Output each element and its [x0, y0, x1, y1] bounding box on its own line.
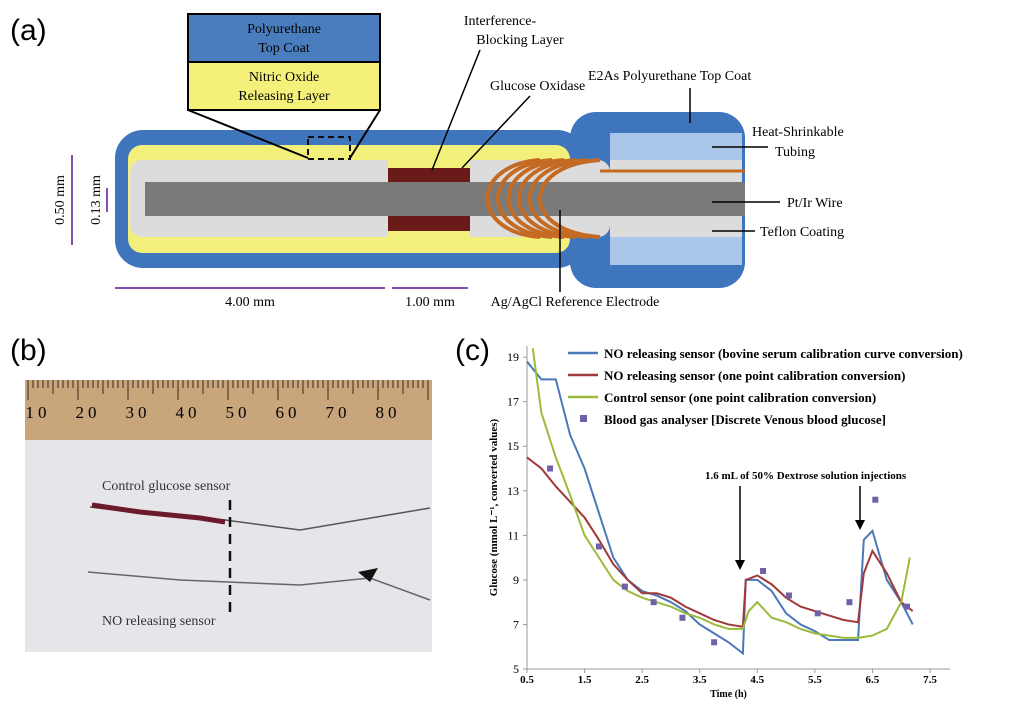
ruler-labels: 10 20 30 40 50 60 70 80: [26, 403, 401, 422]
ruler-label: 80: [376, 403, 401, 422]
ruler-label: 30: [126, 403, 151, 422]
x-tick-label: 4.5: [750, 674, 764, 686]
panel-label: (c): [455, 334, 490, 367]
point: [785, 592, 792, 599]
y-tick-label: 5: [513, 662, 519, 676]
ruler-label: 50: [226, 403, 251, 422]
legend-entry: Blood gas analyser [Discrete Venous bloo…: [604, 412, 886, 427]
ruler-label: 10: [26, 403, 51, 422]
label: Polyurethane: [247, 22, 321, 37]
label: Tubing: [775, 145, 815, 160]
x-tick-label: 0.5: [520, 674, 534, 686]
point: [760, 567, 767, 574]
label: Blocking Layer: [476, 33, 564, 48]
point: [814, 610, 821, 617]
label: Control glucose sensor: [102, 479, 231, 494]
panel-label: (a): [10, 14, 47, 47]
label: Interference-: [464, 14, 537, 29]
label: 4.00 mm: [225, 295, 275, 310]
zoom-box: [307, 136, 351, 160]
label: 0.13 mm: [89, 175, 104, 225]
series-line: [526, 456, 914, 628]
label: Nitric Oxide: [249, 70, 319, 85]
box: [187, 61, 381, 111]
label: NO releasing sensor: [102, 614, 216, 629]
point: [650, 599, 657, 606]
glucose-oxidase: [388, 168, 470, 183]
x-tick-label: 3.5: [693, 674, 707, 686]
sensor: [91, 502, 226, 525]
arrowhead: [735, 560, 745, 570]
knot: [358, 568, 378, 582]
arrowhead: [855, 520, 865, 530]
coil: [485, 158, 601, 239]
label: 0.50 mm: [53, 175, 68, 225]
x-tick-label: 2.5: [635, 674, 649, 686]
y-tick-label: 19: [507, 350, 519, 364]
label: 1.00 mm: [405, 295, 455, 310]
label: Releasing Layer: [238, 89, 330, 104]
point: [846, 599, 853, 606]
y-tick-label: 13: [507, 484, 519, 498]
ruler-label: 20: [76, 403, 101, 422]
y-tick-label: 15: [507, 439, 519, 453]
point: [711, 639, 718, 646]
label: Teflon Coating: [760, 225, 844, 240]
y-tick-label: 11: [507, 528, 519, 542]
y-tick-label: 7: [513, 617, 519, 631]
x-tick-label: 1.5: [578, 674, 592, 686]
callout: [349, 109, 381, 159]
ruler-label: 70: [326, 403, 351, 422]
x-axis-label: Time (h): [710, 689, 747, 699]
panel-label: (b): [10, 334, 47, 367]
ruler-label: 40: [176, 403, 201, 422]
legend-entry: NO releasing sensor (one point calibrati…: [604, 368, 905, 383]
x-tick-label: 5.5: [808, 674, 822, 686]
y-tick-label: 9: [513, 573, 519, 587]
series-line: [526, 360, 914, 656]
point: [595, 543, 602, 550]
point: [679, 614, 686, 621]
point: [903, 603, 910, 610]
label: E2As Polyurethane Top Coat: [588, 69, 751, 84]
glucose-oxidase: [388, 216, 470, 231]
label: Top Coat: [258, 41, 310, 56]
point: [547, 465, 554, 472]
point: [872, 496, 879, 503]
x-tick-label: 6.5: [866, 674, 880, 686]
label: Pt/Ir Wire: [787, 196, 843, 211]
legend-entry: Control sensor (one point calibration co…: [604, 390, 876, 405]
box: [187, 13, 381, 63]
series-line: [531, 348, 911, 639]
x-tick-label: 7.5: [923, 674, 937, 686]
ruler-label: 60: [276, 403, 301, 422]
callout: [187, 109, 309, 159]
point: [621, 583, 628, 590]
legend-entry: NO releasing sensor (bovine serum calibr…: [604, 346, 963, 361]
legend-marker: [580, 415, 587, 422]
dimensions: [71, 155, 468, 289]
ruler-ticks: [27, 380, 429, 400]
y-axis-label: Glucose (mmol L⁻¹, converted values): [488, 418, 500, 596]
label: Glucose Oxidase: [490, 79, 585, 94]
label: Ag/AgCl Reference Electrode: [491, 295, 660, 310]
chart: 5 7 9 11 13 15 17 19 0.5 1.5 2.5 3.5 4.5 5.5 6.5 7.5 Tim…: [488, 346, 963, 700]
label: Heat-Shrinkable: [752, 125, 844, 140]
pointer: [461, 95, 531, 169]
wire: [145, 182, 745, 216]
sensor: [87, 571, 431, 601]
annotation: 1.6 mL of 50% Dextrose solution injectio…: [705, 470, 907, 482]
y-tick-label: 17: [507, 395, 519, 409]
pointer: [431, 49, 481, 171]
